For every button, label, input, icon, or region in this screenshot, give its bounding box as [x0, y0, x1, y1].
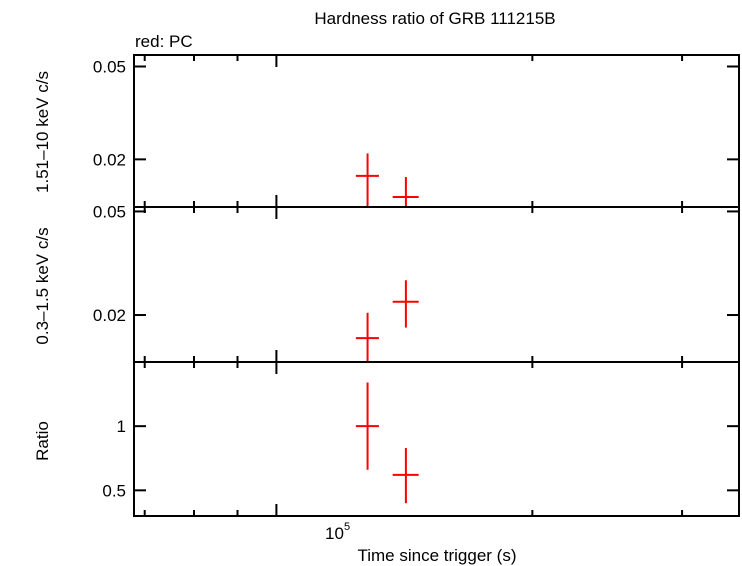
panel-hard-ytick-label-1: 0.02: [93, 150, 126, 169]
panels-group: 0.05 0.02 0.05 0.02 1 0.5: [93, 54, 740, 517]
panel-soft-ytick-label-0: 0.05: [93, 202, 126, 221]
x-tick-label-exponent: 5: [344, 521, 350, 533]
x-tick-label-base: 10: [325, 524, 344, 543]
x-axis-label: Time since trigger (s): [357, 546, 516, 565]
panel-ratio-ytick-label-1: 0.5: [102, 481, 126, 500]
panel-ratio-frame: [133, 361, 740, 517]
chart-title: Hardness ratio of GRB 111215B: [314, 9, 555, 28]
panel-hard-frame: [133, 54, 740, 208]
panel-soft-ylabel: 0.3–1.5 keV c/s: [33, 227, 52, 344]
panel-ratio-ytick-label-0: 1: [117, 417, 126, 436]
panel-hard-ylabel: 1.51–10 keV c/s: [33, 71, 52, 193]
panel-ratio-ylabel: Ratio: [33, 421, 52, 461]
chart-subtitle: red: PC: [135, 32, 193, 51]
panel-soft-ytick-label-1: 0.02: [93, 306, 126, 325]
panel-hard-ytick-label-0: 0.05: [93, 57, 126, 76]
panel-soft-frame: [133, 206, 740, 363]
